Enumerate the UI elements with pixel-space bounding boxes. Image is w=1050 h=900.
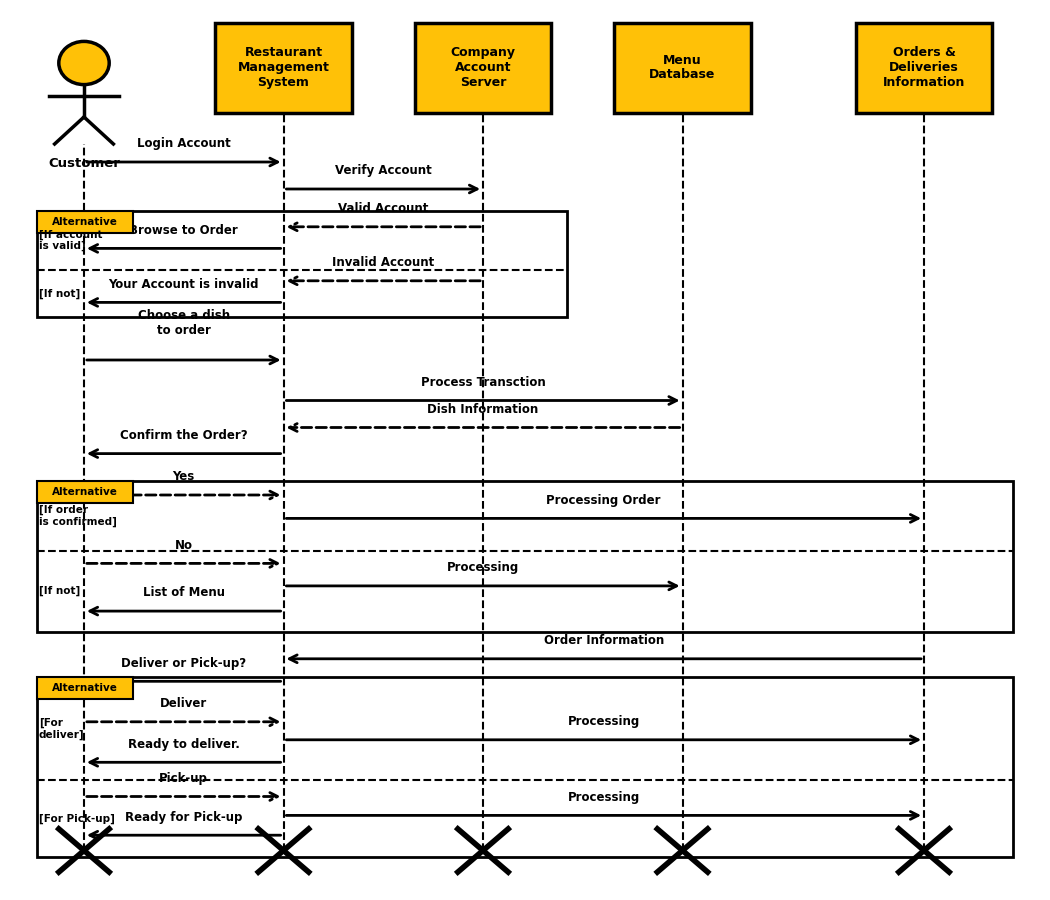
Bar [37,481,1013,632]
Bar [37,677,133,699]
Bar [37,211,567,317]
Text: Order Information: Order Information [544,634,664,647]
Text: Dish Information: Dish Information [427,403,539,416]
Text: Pick-up: Pick-up [160,772,208,785]
Text: Orders &
Deliveries
Information: Orders & Deliveries Information [883,46,965,89]
Text: Ready for Pick-up: Ready for Pick-up [125,811,243,824]
Text: Processing: Processing [568,716,639,728]
Bar [856,22,992,112]
Circle shape [59,41,109,85]
Bar [415,22,551,112]
Text: Confirm the Order?: Confirm the Order? [120,429,248,442]
Text: Yes: Yes [172,471,195,483]
Bar [37,677,1013,857]
Text: [For
deliver]: [For deliver] [39,717,84,740]
Text: Choose a dish
to order: Choose a dish to order [138,309,230,337]
Text: Menu
Database: Menu Database [649,53,716,82]
Text: Customer: Customer [48,157,120,169]
Bar [614,22,751,112]
Bar [37,481,133,503]
Bar [215,22,352,112]
Text: Alternative: Alternative [52,217,118,227]
Text: Alternative: Alternative [52,683,118,693]
Text: [If not]: [If not] [39,288,80,299]
Text: No: No [174,539,193,552]
Text: Ready to deliver.: Ready to deliver. [128,738,239,751]
Text: Deliver: Deliver [161,698,208,710]
Text: [If order
is confirmed]: [If order is confirmed] [39,505,117,526]
Text: List of Menu: List of Menu [143,587,225,599]
Text: Processing: Processing [447,562,519,574]
Text: Processing: Processing [568,791,639,804]
Text: [If not]: [If not] [39,586,80,597]
Text: Processing Order: Processing Order [546,494,662,507]
Text: Valid Account: Valid Account [338,202,428,215]
Text: Alternative: Alternative [52,487,118,497]
Text: Your Account is invalid: Your Account is invalid [108,278,259,291]
Text: [For Pick-up]: [For Pick-up] [39,814,114,824]
Text: Login Account: Login Account [136,138,231,150]
Text: Process Transction: Process Transction [421,376,545,389]
Text: Invalid Account: Invalid Account [332,256,435,269]
Text: [If account
is valid]: [If account is valid] [39,230,102,251]
Text: Deliver or Pick-up?: Deliver or Pick-up? [121,657,247,670]
Text: Browse to Order: Browse to Order [129,224,238,237]
Text: Company
Account
Server: Company Account Server [450,46,516,89]
Text: Restaurant
Management
System: Restaurant Management System [237,46,330,89]
Bar [37,211,133,233]
Text: Verify Account: Verify Account [335,165,432,177]
